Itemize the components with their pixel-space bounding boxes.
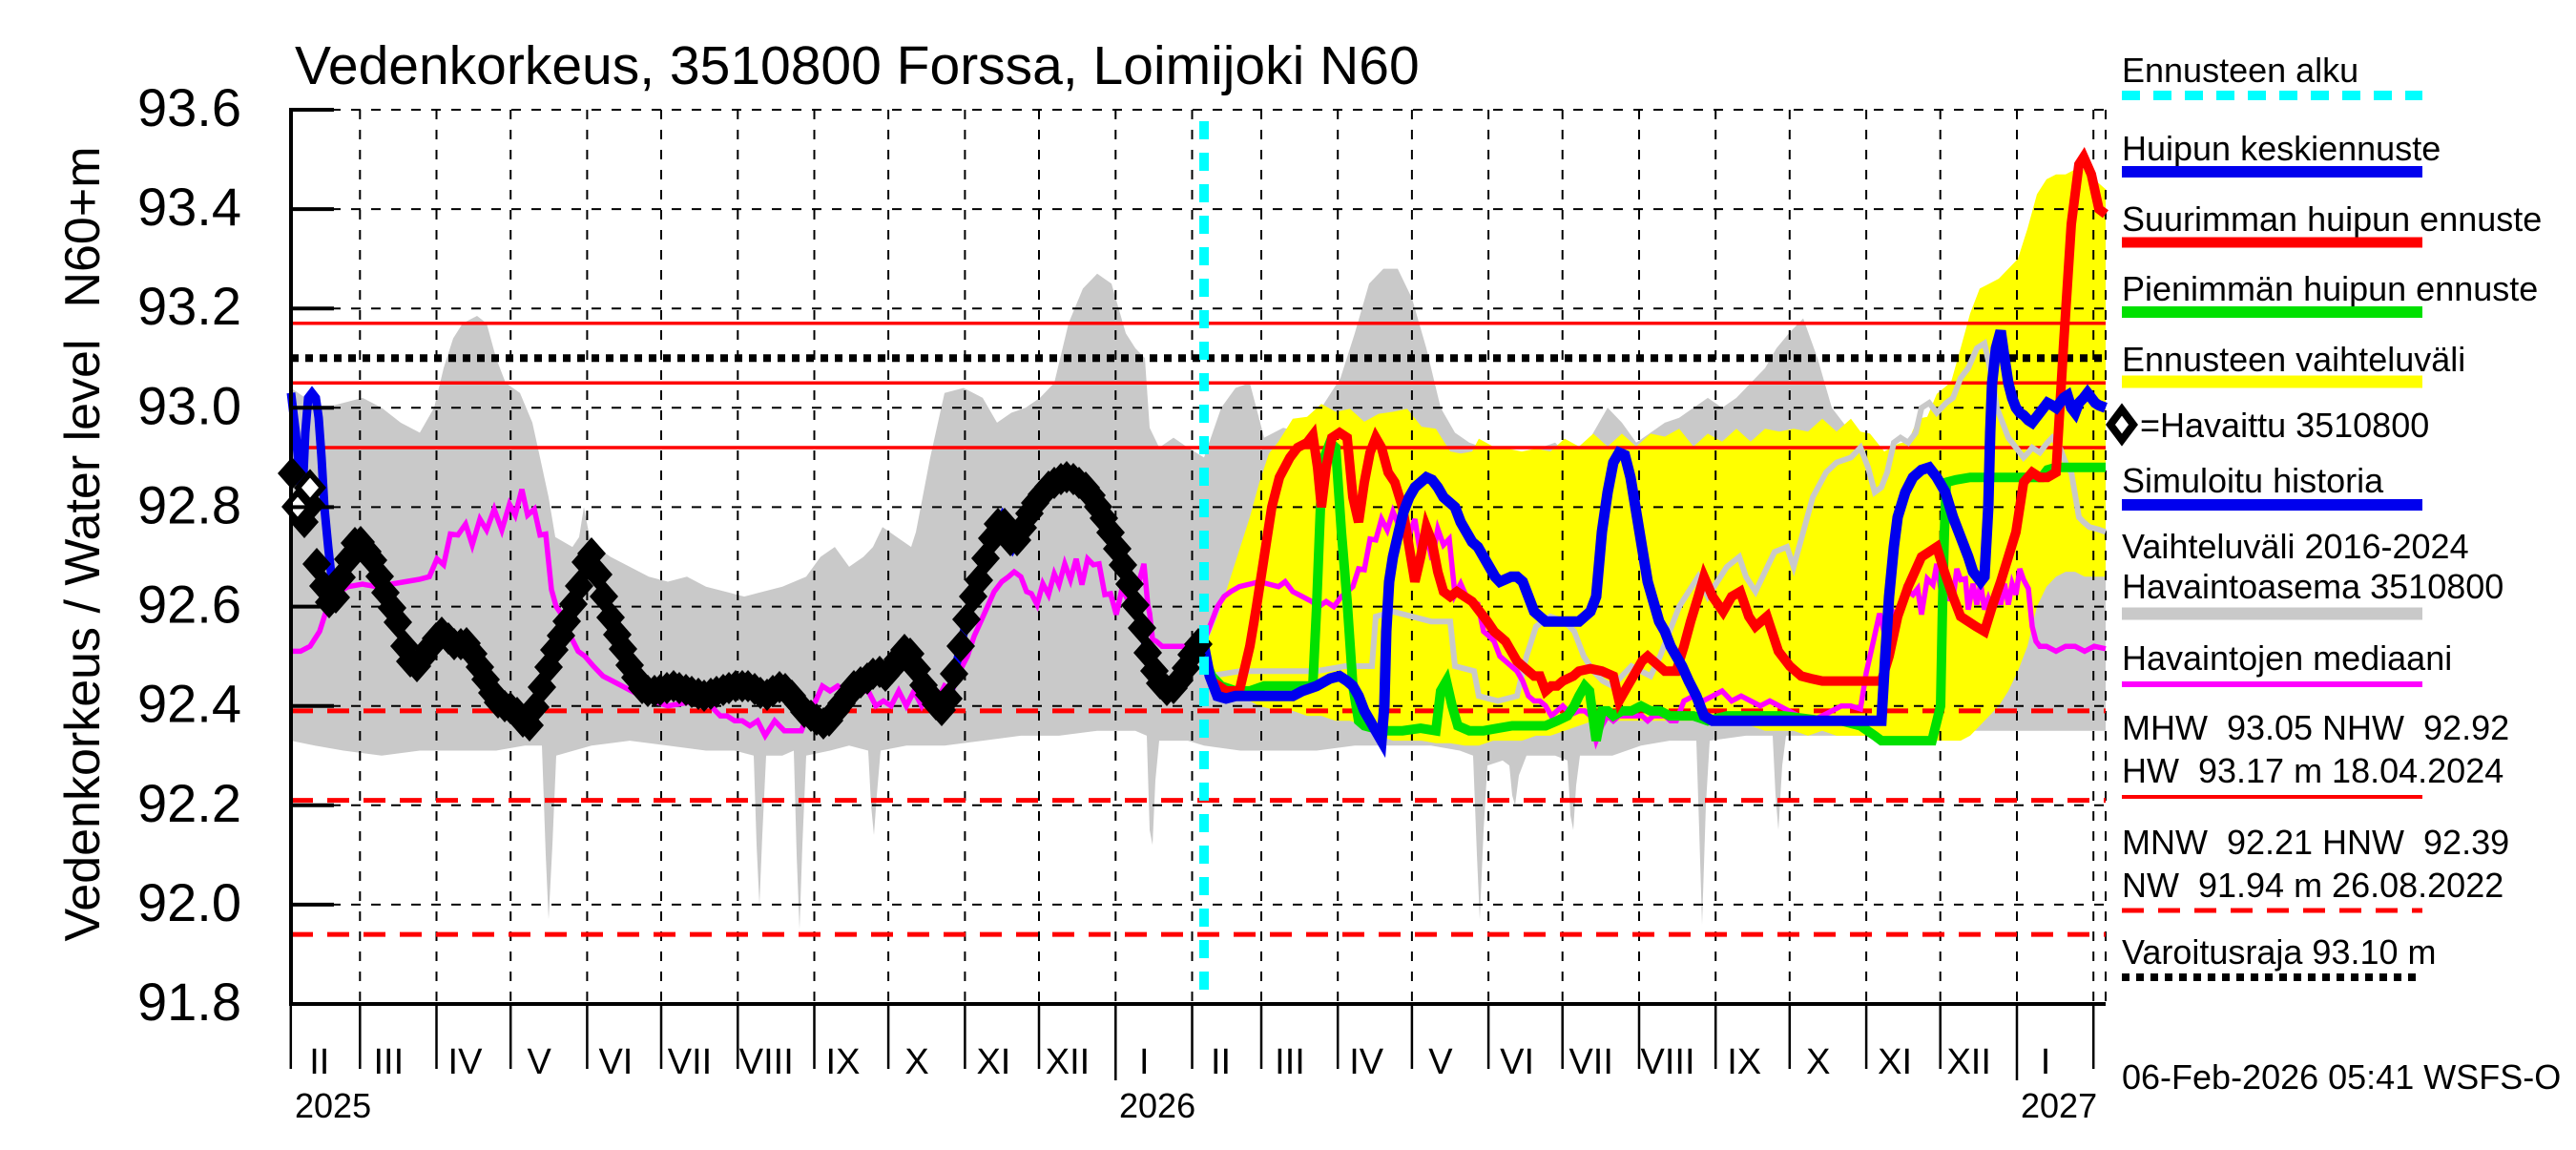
svg-text:Varoitusraja 93.10 m: Varoitusraja 93.10 m: [2122, 932, 2437, 972]
svg-text:Pienimmän huipun ennuste: Pienimmän huipun ennuste: [2122, 269, 2538, 308]
svg-text:93.0: 93.0: [137, 375, 241, 435]
svg-text:HW 93.17 m 18.04.2024: HW 93.17 m 18.04.2024: [2122, 751, 2503, 790]
svg-text:V: V: [528, 1042, 552, 1082]
svg-text:Ennusteen alku: Ennusteen alku: [2122, 51, 2358, 90]
svg-text:MNW 92.21 HNW 92.39: MNW 92.21 HNW 92.39: [2122, 823, 2509, 862]
svg-text:I: I: [2041, 1042, 2051, 1082]
svg-text:II: II: [1211, 1042, 1231, 1082]
svg-text:VI: VI: [598, 1042, 633, 1082]
svg-text:VIII: VIII: [739, 1042, 794, 1082]
svg-text:93.6: 93.6: [137, 77, 241, 137]
svg-text:92.2: 92.2: [137, 773, 241, 833]
svg-text:91.8: 91.8: [137, 972, 241, 1032]
svg-text:=Havaittu 3510800: =Havaittu 3510800: [2140, 406, 2429, 445]
svg-text:Ennusteen vaihteluväli: Ennusteen vaihteluväli: [2122, 340, 2465, 379]
svg-text:IV: IV: [448, 1042, 484, 1082]
svg-text:92.6: 92.6: [137, 575, 241, 635]
svg-text:X: X: [1806, 1042, 1830, 1082]
svg-text:Simuloitu historia: Simuloitu historia: [2122, 461, 2384, 500]
svg-text:Huipun keskiennuste: Huipun keskiennuste: [2122, 129, 2441, 168]
svg-text:V: V: [1428, 1042, 1453, 1082]
svg-text:06-Feb-2026 05:41 WSFS-O: 06-Feb-2026 05:41 WSFS-O: [2122, 1057, 2561, 1097]
svg-text:III: III: [373, 1042, 404, 1082]
svg-text:Havaintojen mediaani: Havaintojen mediaani: [2122, 638, 2452, 678]
svg-text:IX: IX: [826, 1042, 861, 1082]
svg-text:Vaihteluväli 2016-2024: Vaihteluväli 2016-2024: [2122, 527, 2469, 566]
svg-text:93.4: 93.4: [137, 177, 241, 237]
svg-text:VI: VI: [1500, 1042, 1534, 1082]
svg-text:Suurimman huipun ennuste: Suurimman huipun ennuste: [2122, 199, 2542, 239]
svg-text:X: X: [904, 1042, 928, 1082]
svg-text:XI: XI: [1878, 1042, 1912, 1082]
svg-text:92.0: 92.0: [137, 872, 241, 932]
svg-text:Vedenkorkeus / Water level: Vedenkorkeus / Water level: [55, 339, 111, 941]
svg-text:XI: XI: [976, 1042, 1010, 1082]
svg-text:92.8: 92.8: [137, 474, 241, 534]
svg-text:VII: VII: [668, 1042, 712, 1082]
svg-text:IX: IX: [1727, 1042, 1761, 1082]
svg-text:VII: VII: [1568, 1042, 1612, 1082]
svg-text:N60+m: N60+m: [55, 146, 111, 307]
svg-text:NW 91.94 m 26.08.2022: NW 91.94 m 26.08.2022: [2122, 866, 2503, 905]
svg-text:Vedenkorkeus, 3510800 Forssa,: Vedenkorkeus, 3510800 Forssa, Loimijoki …: [295, 35, 1420, 96]
svg-text:XII: XII: [1046, 1042, 1090, 1082]
svg-text:IV: IV: [1349, 1042, 1384, 1082]
svg-text:2025: 2025: [295, 1086, 371, 1125]
svg-text:92.4: 92.4: [137, 674, 241, 734]
svg-text:I: I: [1139, 1042, 1150, 1082]
svg-text:III: III: [1275, 1042, 1305, 1082]
svg-text:VIII: VIII: [1640, 1042, 1694, 1082]
svg-text:2026: 2026: [1119, 1086, 1195, 1125]
svg-text:MHW 93.05 NHW 92.92: MHW 93.05 NHW 92.92: [2122, 708, 2509, 747]
svg-text:II: II: [309, 1042, 329, 1082]
svg-text:XII: XII: [1946, 1042, 1990, 1082]
svg-text:Havaintoasema 3510800: Havaintoasema 3510800: [2122, 567, 2503, 606]
svg-text:93.2: 93.2: [137, 276, 241, 336]
svg-text:2027: 2027: [2021, 1086, 2097, 1125]
